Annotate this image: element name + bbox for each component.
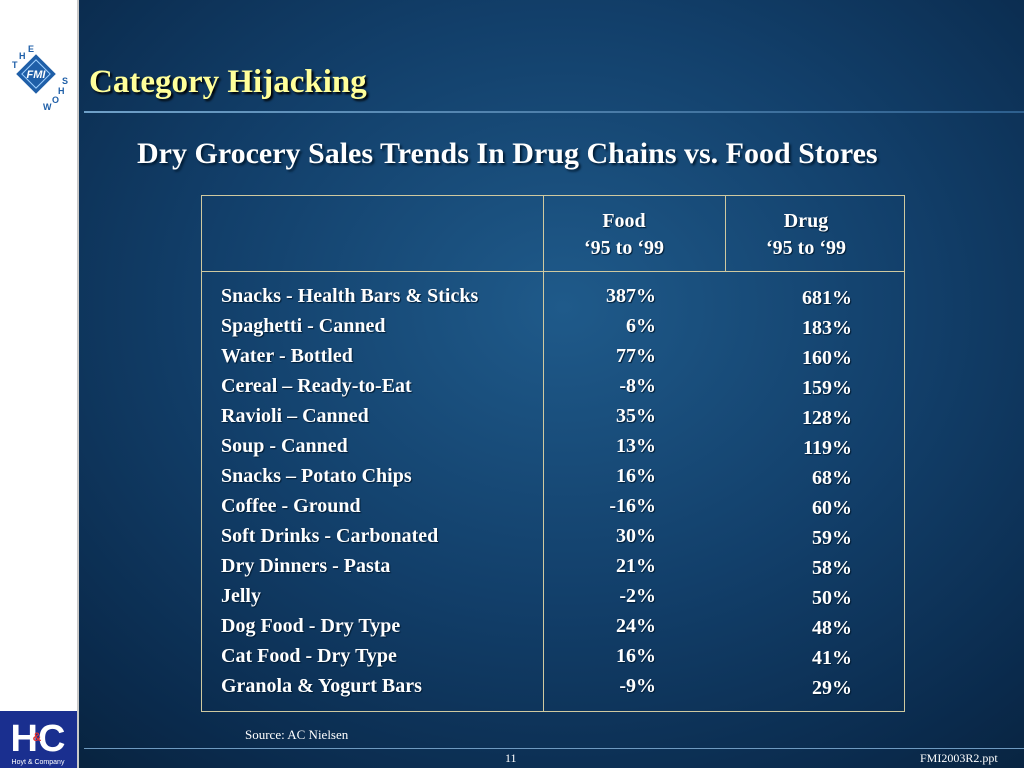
logo-letter: H	[19, 51, 26, 61]
table-row-drug-value: 160%	[802, 347, 852, 369]
column-divider	[543, 196, 544, 711]
table-row-category: Granola & Yogurt Bars	[221, 675, 422, 697]
table-row-food-value: -9%	[619, 675, 656, 697]
title-divider	[84, 111, 1024, 113]
table-row-drug-value: 59%	[812, 527, 852, 549]
table-row-drug-value: 183%	[802, 317, 852, 339]
column-header-food: Food ‘95 to ‘99	[544, 208, 704, 262]
table-row-category: Soft Drinks - Carbonated	[221, 525, 439, 547]
table-row-food-value: 21%	[616, 555, 656, 577]
logo-letter: W	[43, 102, 52, 112]
table-row-drug-value: 128%	[802, 407, 852, 429]
table-row-drug-value: 41%	[812, 647, 852, 669]
logo-letter: S	[62, 76, 68, 86]
fmi-mark-text: FMI	[27, 69, 47, 81]
column-header-line: ‘95 to ‘99	[584, 237, 664, 259]
table-row-drug-value: 58%	[812, 557, 852, 579]
fmi-show-logo: T H E S H O W FMI	[12, 44, 68, 112]
hc-company-name: Hoyt & Company	[12, 759, 65, 766]
table-row-food-value: -8%	[619, 375, 656, 397]
table-row-food-value: 13%	[616, 435, 656, 457]
slide-subtitle: Dry Grocery Sales Trends In Drug Chains …	[137, 137, 878, 170]
table-row-food-value: 77%	[616, 345, 656, 367]
table-row-food-value: 30%	[616, 525, 656, 547]
table-row-category: Cereal – Ready-to-Eat	[221, 375, 412, 397]
footer-divider	[84, 748, 1024, 749]
table-row-drug-value: 119%	[803, 437, 852, 459]
table-row-food-value: 35%	[616, 405, 656, 427]
table-row-drug-value: 159%	[802, 377, 852, 399]
table-row-food-value: 6%	[626, 315, 656, 337]
table-row-food-value: 24%	[616, 615, 656, 637]
table-row-drug-value: 68%	[812, 467, 852, 489]
logo-letter: T	[12, 60, 18, 70]
table-row-drug-value: 29%	[812, 677, 852, 699]
table-row-category: Water - Bottled	[221, 345, 353, 367]
table-row-drug-value: 48%	[812, 617, 852, 639]
hc-initials: HC	[11, 718, 66, 760]
table-row-category: Ravioli – Canned	[221, 405, 369, 427]
logo-letter: H	[58, 86, 65, 96]
table-row-drug-value: 681%	[802, 287, 852, 309]
hc-ampersand: &	[33, 730, 42, 744]
table-row-food-value: -16%	[609, 495, 656, 517]
table-row-drug-value: 50%	[812, 587, 852, 609]
sales-trends-table: Food ‘95 to ‘99 Drug ‘95 to ‘99 Snacks -…	[201, 195, 905, 712]
left-sidebar: T H E S H O W FMI HC & Hoyt & Company	[0, 0, 79, 768]
table-row-category: Dog Food - Dry Type	[221, 615, 401, 637]
table-row-category: Spaghetti - Canned	[221, 315, 386, 337]
table-row-category: Dry Dinners - Pasta	[221, 555, 391, 577]
logo-letter: O	[52, 95, 59, 105]
column-divider	[725, 196, 726, 271]
table-row-drug-value: 60%	[812, 497, 852, 519]
table-row-food-value: -2%	[619, 585, 656, 607]
logo-letter: E	[28, 44, 34, 54]
column-header-line: Food	[602, 210, 646, 232]
column-header-line: Drug	[783, 210, 829, 232]
table-row-category: Jelly	[221, 585, 261, 607]
header-divider	[202, 271, 904, 272]
column-header-line: ‘95 to ‘99	[766, 237, 846, 259]
table-row-category: Snacks – Potato Chips	[221, 465, 412, 487]
table-row-category: Coffee - Ground	[221, 495, 361, 517]
table-row-food-value: 387%	[606, 285, 656, 307]
table-row-category: Soup - Canned	[221, 435, 348, 457]
table-row-category: Cat Food - Dry Type	[221, 645, 397, 667]
table-row-category: Snacks - Health Bars & Sticks	[221, 285, 479, 307]
column-header-drug: Drug ‘95 to ‘99	[726, 208, 886, 262]
table-row-food-value: 16%	[616, 465, 656, 487]
source-note: Source: AC Nielsen	[245, 727, 349, 742]
file-name: FMI2003R2.ppt	[920, 751, 998, 765]
hoyt-company-logo: HC & Hoyt & Company	[0, 711, 77, 768]
slide-title: Category Hijacking	[89, 64, 367, 100]
page-number: 11	[505, 751, 517, 765]
table-row-food-value: 16%	[616, 645, 656, 667]
